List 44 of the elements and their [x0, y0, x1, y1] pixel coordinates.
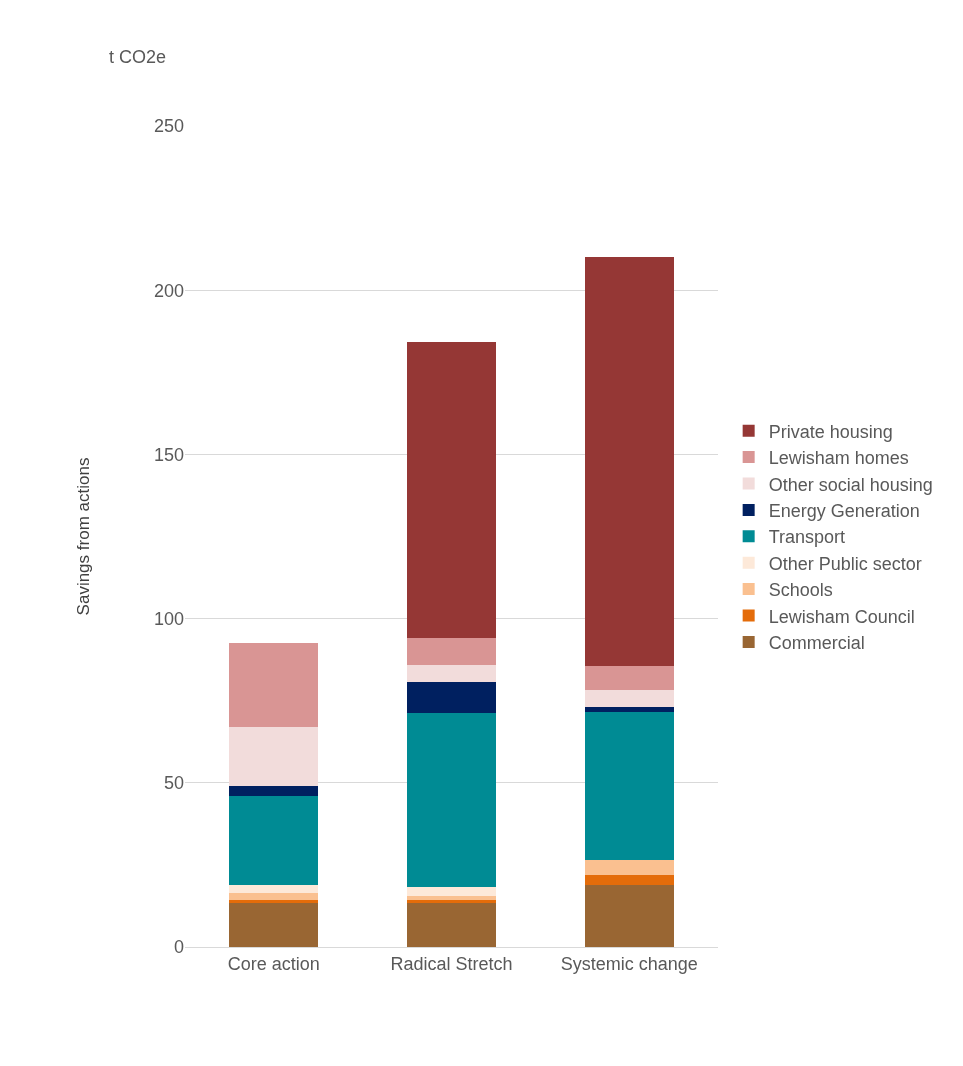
bar	[229, 785, 319, 796]
bar	[584, 875, 674, 886]
y-tick-label: 100	[153, 608, 184, 629]
legend-label: Other Public sector	[768, 553, 922, 574]
legend-label: Lewisham homes	[768, 448, 909, 469]
bar	[407, 681, 496, 714]
bar	[407, 637, 496, 665]
x-tick-label: Radical Stretch	[390, 953, 513, 974]
y-tick-label: 150	[153, 444, 184, 465]
bar	[229, 900, 319, 904]
bar	[407, 342, 496, 638]
bar	[229, 893, 319, 901]
bar	[584, 711, 674, 861]
bar	[229, 727, 319, 786]
y-tick-label: 50	[163, 773, 184, 794]
bar	[407, 713, 496, 888]
legend-label: Private housing	[768, 421, 893, 442]
y-axis-title: Savings from actions	[73, 457, 93, 616]
y-tick-label: 200	[153, 280, 184, 301]
legend-label: Transport	[768, 527, 846, 548]
bar	[229, 795, 319, 885]
bar	[584, 885, 674, 947]
bar	[584, 689, 674, 708]
legend-label: Lewisham Council	[768, 606, 915, 627]
bar	[584, 860, 674, 876]
bar	[229, 643, 319, 728]
text: t CO2e	[109, 47, 167, 67]
bar	[407, 903, 496, 947]
bar	[584, 707, 674, 712]
bar	[584, 256, 674, 666]
y-tick-label: 250	[153, 116, 184, 137]
legend-label: Schools	[768, 580, 833, 601]
x-tick-label: Core action	[227, 953, 320, 974]
legend-label: Other social housing	[768, 474, 933, 495]
x-tick-label: Systemic change	[560, 953, 698, 974]
legend-label: Commercial	[768, 632, 865, 653]
bar	[229, 884, 319, 894]
y-tick-label: 0	[173, 937, 184, 958]
bar	[229, 903, 319, 947]
bar	[584, 665, 674, 690]
bar	[407, 895, 496, 900]
bar	[407, 887, 496, 896]
bar	[407, 664, 496, 682]
legend-label: Energy Generation	[768, 500, 920, 521]
